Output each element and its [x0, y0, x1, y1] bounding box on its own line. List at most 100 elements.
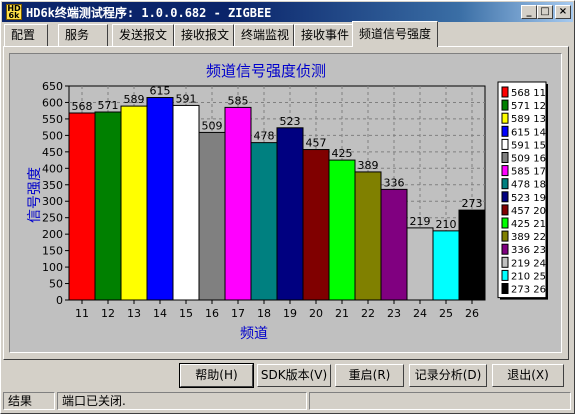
- legend-entry: 568 11: [511, 88, 546, 99]
- y-tick-label: 550: [42, 113, 63, 126]
- bar-value-label: 336: [384, 176, 405, 189]
- x-tick-label: 26: [465, 307, 479, 320]
- help-button[interactable]: 帮助(H): [179, 363, 254, 388]
- bar-value-label: 389: [358, 159, 379, 172]
- sdk-version-button[interactable]: SDK版本(V): [257, 364, 331, 387]
- bar: [302, 149, 330, 301]
- legend-entry: 389 22: [511, 232, 546, 243]
- legend-swatch: [501, 243, 509, 255]
- chart-legend: 568 11 571 12 589 13 615 14 591 15 509 16 585 …: [497, 81, 548, 300]
- x-tick-label: 23: [387, 307, 401, 320]
- bar-value-label: 219: [410, 215, 431, 228]
- y-tick-label: 450: [42, 146, 63, 159]
- bar: [94, 111, 122, 301]
- legend-entry: 219 24: [511, 258, 546, 269]
- legend-swatch: [501, 217, 509, 229]
- bar-value-label: 478: [254, 130, 275, 143]
- bar-value-label: 585: [228, 94, 249, 107]
- tab-service[interactable]: 服务: [58, 24, 108, 46]
- y-tick-label: 650: [42, 80, 63, 93]
- legend-swatch: [501, 178, 509, 190]
- legend-entry: 585 17: [511, 167, 546, 178]
- bar: [276, 127, 304, 301]
- bar-value-label: 589: [124, 93, 145, 106]
- minimize-button[interactable]: _: [521, 5, 537, 19]
- x-tick-label: 21: [335, 307, 349, 320]
- legend-entry: 589 13: [511, 114, 546, 125]
- legend-entry: 478 18: [511, 180, 546, 191]
- title-bar[interactable]: HD 6k HD6k终端测试程序: 1.0.0.682 - ZIGBEE _ □ …: [2, 2, 573, 22]
- log-analysis-button[interactable]: 记录分析(D): [409, 364, 487, 387]
- bar-value-label: 425: [332, 147, 353, 160]
- bar: [328, 159, 356, 301]
- bar-value-label: 273: [462, 197, 483, 210]
- chart-area: 频道信号强度侦测 频道 信号强度 0 50 100 150 200 250 300 350 40…: [9, 53, 562, 353]
- status-message: 端口已关闭.: [57, 392, 307, 410]
- channel-signal-chart: 频道信号强度侦测 频道 信号强度 0 50 100 150 200 250 300 350 40…: [27, 62, 548, 342]
- x-tick-label: 22: [361, 307, 375, 320]
- x-tick-label: 13: [127, 307, 141, 320]
- legend-swatch: [501, 230, 509, 242]
- x-tick-label: 11: [75, 307, 89, 320]
- legend-swatch: [501, 86, 509, 98]
- x-tick-label: 16: [205, 307, 219, 320]
- bar: [198, 131, 226, 301]
- bar-value-label: 509: [202, 119, 223, 132]
- bar-value-label: 457: [306, 137, 327, 150]
- legend-swatch: [501, 269, 509, 281]
- legend-swatch: [501, 256, 509, 268]
- bar: [146, 97, 174, 301]
- bar: [172, 104, 200, 301]
- bar-value-label: 591: [176, 92, 197, 105]
- legend-swatch: [501, 125, 509, 137]
- legend-swatch: [501, 283, 509, 294]
- status-panel-extra: [309, 392, 571, 410]
- y-tick-label: 250: [42, 212, 63, 225]
- restart-button[interactable]: 重启(R): [335, 364, 404, 387]
- tab-receive[interactable]: 接收报文: [174, 24, 234, 46]
- bar: [120, 105, 148, 301]
- bar: [68, 112, 96, 301]
- app-icon[interactable]: HD 6k: [6, 4, 22, 20]
- bar-value-label: 571: [98, 99, 119, 112]
- x-tick-label: 20: [309, 307, 323, 320]
- legend-entry: 509 16: [511, 154, 546, 165]
- legend-swatch: [501, 165, 509, 177]
- maximize-button[interactable]: □: [537, 5, 553, 19]
- bar: [250, 142, 278, 301]
- bar-value-label: 210: [436, 218, 457, 231]
- y-tick-label: 0: [56, 294, 63, 307]
- bar-value-label: 523: [280, 115, 301, 128]
- bar: [406, 227, 434, 301]
- bar-value-label: 615: [150, 85, 171, 98]
- y-tick-label: 300: [42, 195, 63, 208]
- x-axis-label: 频道: [240, 326, 268, 342]
- legend-entry: 210 25: [511, 271, 546, 282]
- window-title: HD6k终端测试程序: 1.0.0.682 - ZIGBEE: [26, 6, 272, 20]
- tab-monitor[interactable]: 终端监视: [234, 24, 294, 46]
- y-tick-label: 50: [49, 278, 63, 291]
- tab-events[interactable]: 接收事件: [294, 24, 354, 46]
- legend-swatch: [501, 204, 509, 216]
- x-tick-label: 12: [101, 307, 115, 320]
- y-tick-label: 400: [42, 162, 63, 175]
- legend-swatch: [501, 152, 509, 163]
- x-tick-label: 25: [439, 307, 453, 320]
- tab-config[interactable]: 配置: [4, 24, 48, 46]
- bar: [432, 230, 460, 301]
- plot-area: 0 50 100 150 200 250 300 350 400 450 500 550 600 650 5…: [42, 80, 486, 320]
- y-tick-label: 200: [42, 228, 63, 241]
- y-axis-label: 信号强度: [27, 167, 43, 223]
- close-button[interactable]: ×: [555, 5, 571, 19]
- y-tick-label: 150: [42, 245, 63, 258]
- bar-value-label: 568: [72, 100, 93, 113]
- x-tick-label: 19: [283, 307, 297, 320]
- legend-entry: 273 26: [511, 285, 546, 296]
- bar: [224, 106, 252, 301]
- legend-swatch: [501, 138, 509, 150]
- legend-swatch: [501, 112, 509, 124]
- exit-button[interactable]: 退出(X): [492, 364, 564, 387]
- legend-entry: 336 23: [511, 245, 546, 256]
- tab-channel-signal[interactable]: 频道信号强度: [352, 21, 438, 47]
- tab-send[interactable]: 发送报文: [112, 24, 174, 46]
